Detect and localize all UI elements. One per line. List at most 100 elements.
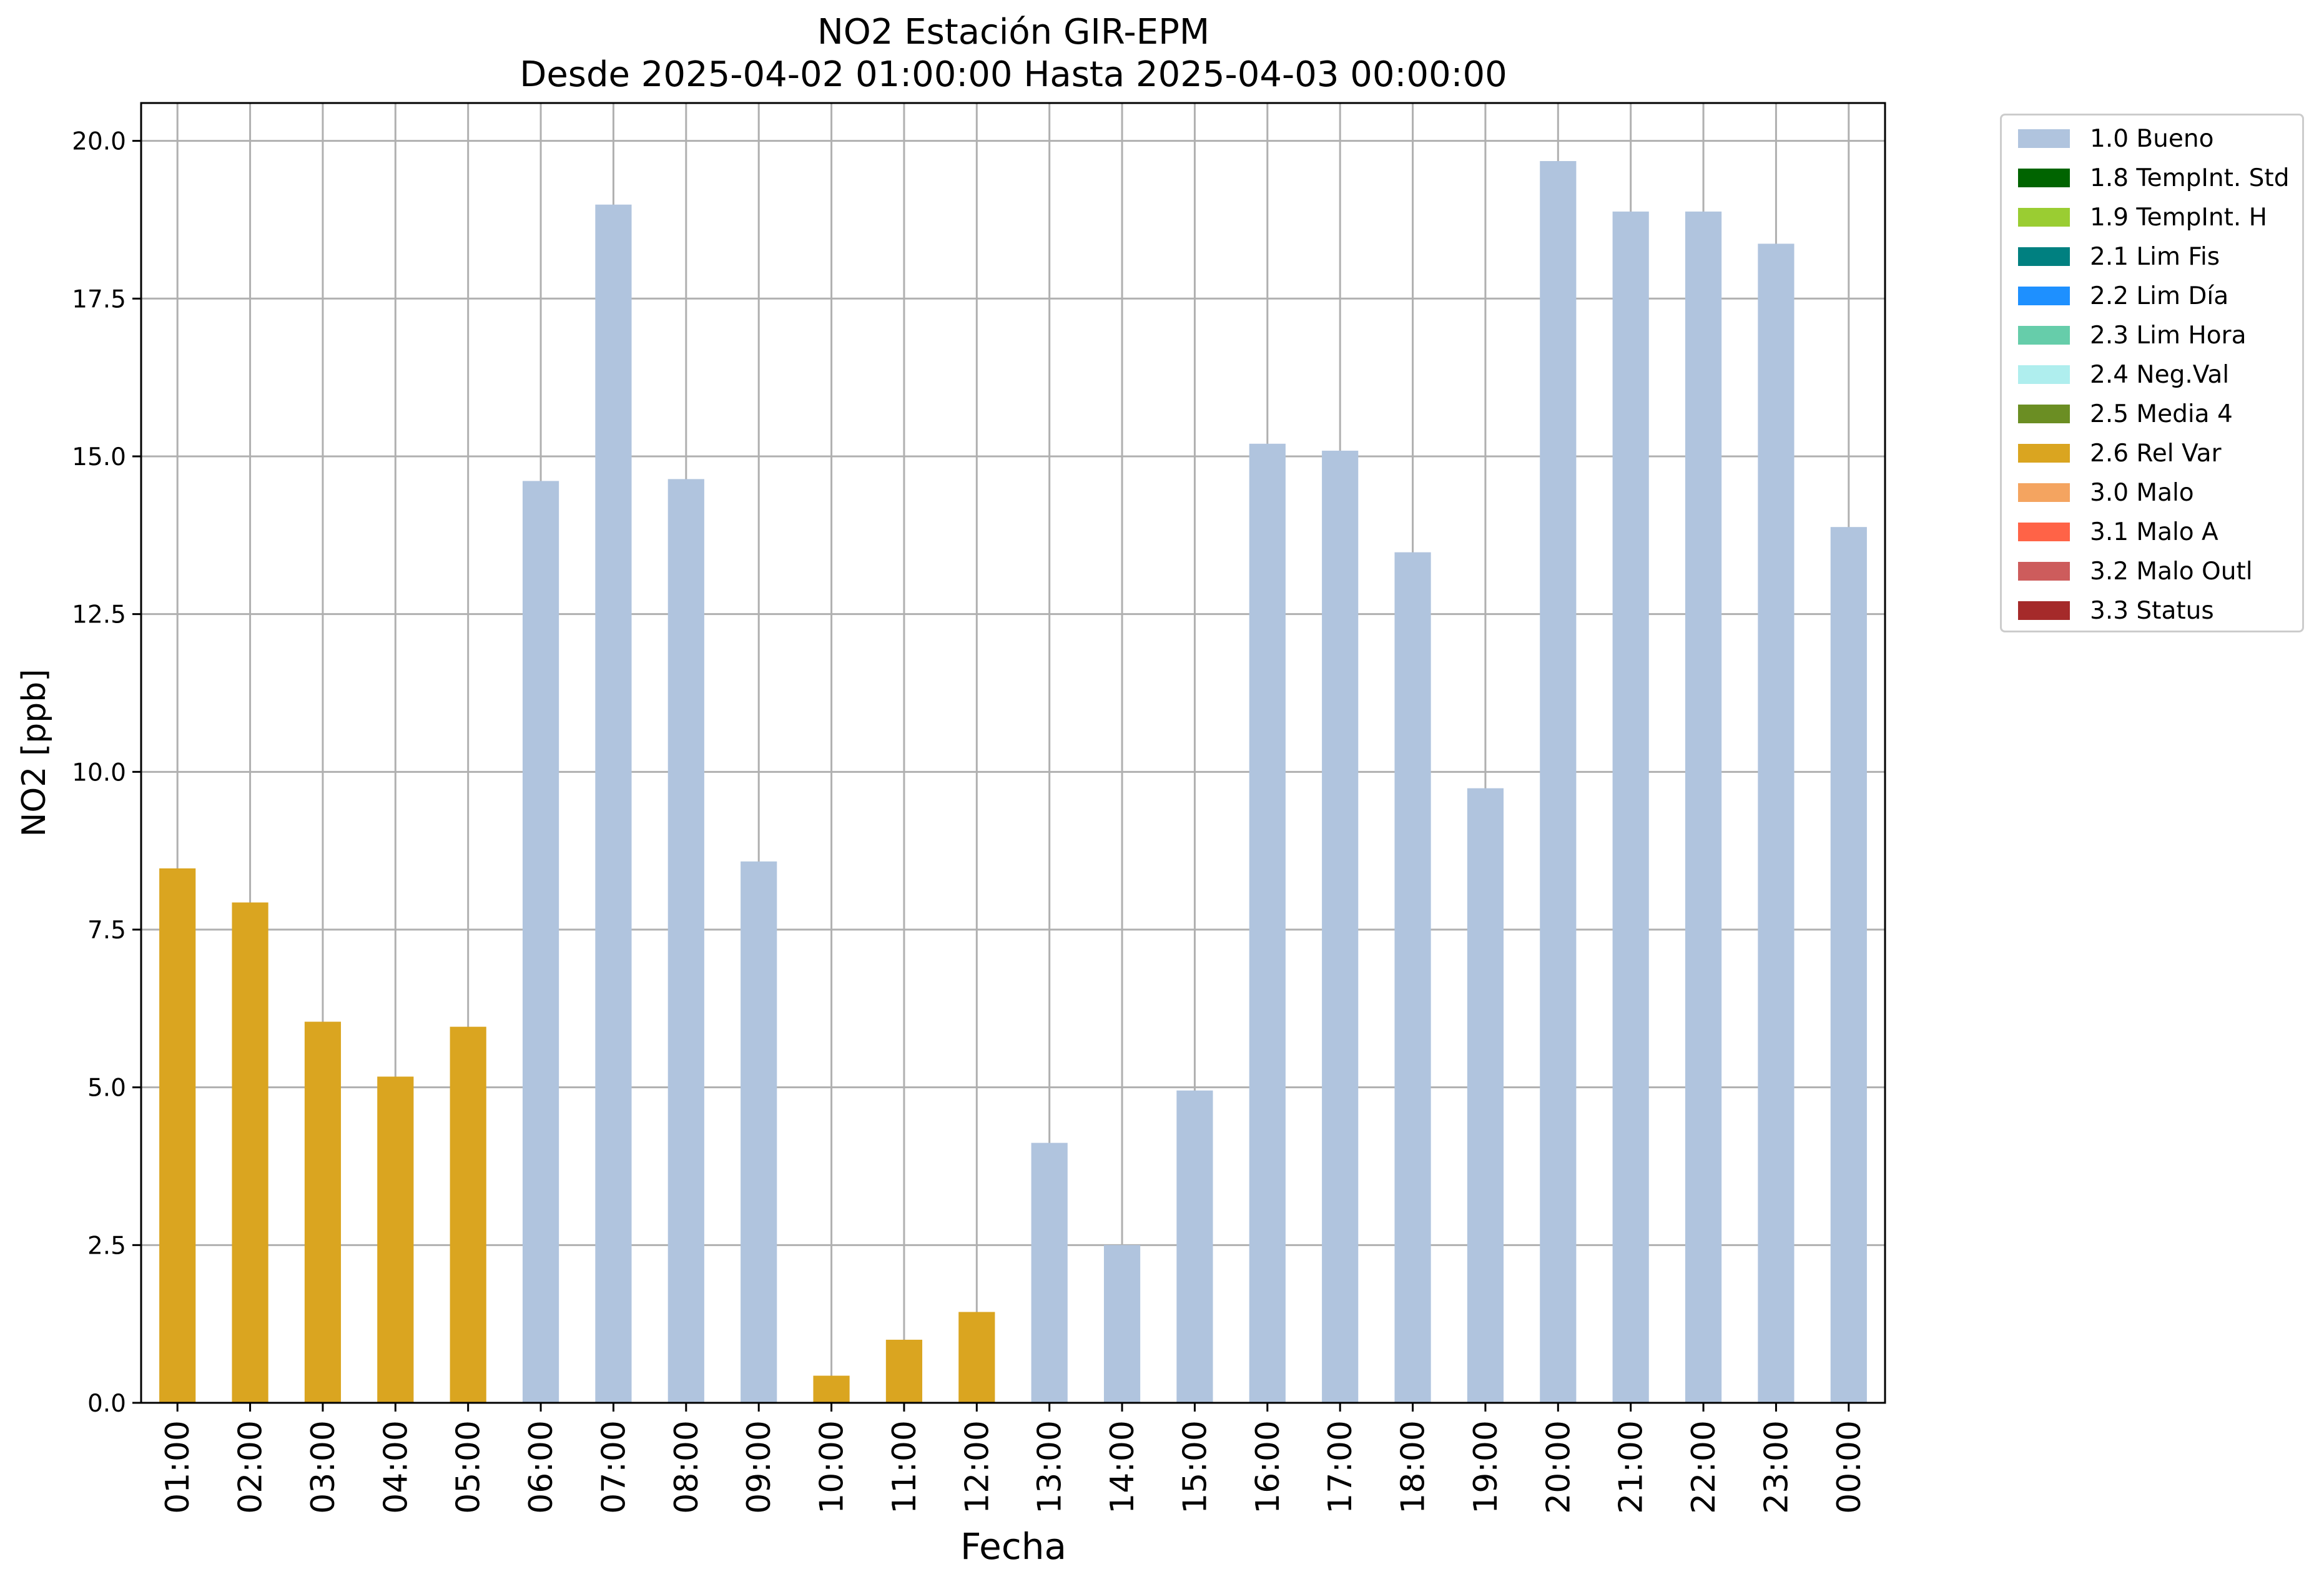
bar-1300 (1031, 1142, 1068, 1403)
x-tick-label: 20:00 (1540, 1420, 1577, 1514)
bar-0900 (741, 861, 777, 1403)
legend-item: 1.0 Bueno (2011, 123, 2213, 154)
y-tick-label: 10.0 (72, 759, 126, 787)
x-tick-label: 02:00 (232, 1420, 270, 1514)
bar-2200 (1685, 211, 1722, 1403)
x-tick-label: 17:00 (1322, 1420, 1359, 1514)
legend-label: 2.6 Rel Var (2090, 439, 2222, 468)
x-tick-label: 11:00 (886, 1420, 923, 1514)
legend-swatch (2018, 523, 2070, 541)
legend-label: 2.1 Lim Fis (2090, 242, 2220, 271)
x-tick-label: 05:00 (450, 1420, 488, 1514)
legend-swatch (2018, 247, 2070, 266)
y-tick-label: 5.0 (87, 1074, 126, 1103)
bars (159, 160, 1867, 1403)
bar-0200 (232, 902, 268, 1403)
bar-1700 (1322, 450, 1359, 1403)
legend-item: 3.0 Malo (2011, 477, 2194, 508)
legend-swatch (2018, 129, 2070, 148)
legend-label: 2.2 Lim Día (2090, 282, 2229, 310)
legend-swatch (2018, 169, 2070, 187)
y-tick-label: 2.5 (87, 1232, 126, 1260)
x-tick-label: 19:00 (1467, 1420, 1505, 1514)
bar-1100 (885, 1339, 923, 1403)
x-tick-label: 08:00 (668, 1420, 706, 1514)
legend-item: 3.1 Malo A (2011, 516, 2218, 548)
y-tick-label: 0.0 (87, 1390, 126, 1418)
x-tick-label: 01:00 (159, 1420, 197, 1514)
x-tick-label: 07:00 (595, 1420, 633, 1514)
legend-swatch (2018, 208, 2070, 227)
y-tick-label: 20.0 (72, 128, 126, 156)
legend-swatch (2018, 405, 2070, 423)
legend-item: 1.9 TempInt. H (2011, 202, 2267, 233)
x-tick-label: 03:00 (305, 1420, 342, 1514)
x-tick-label: 10:00 (814, 1420, 851, 1514)
y-tick-label: 15.0 (72, 443, 126, 471)
bar-0500 (450, 1026, 486, 1403)
x-axis: 01:00 02:00 03:00 04:00 05:00 06:00 07:00 08:00… (159, 1403, 1868, 1514)
x-tick-label: 04:00 (377, 1420, 415, 1514)
chart-title: NO2 Estación GIR-EPM (817, 12, 1209, 52)
legend-label: 1.9 TempInt. H (2090, 203, 2267, 232)
legend-swatch (2018, 365, 2070, 384)
legend-label: 3.0 Malo (2090, 478, 2194, 507)
bar-2000 (1540, 160, 1577, 1403)
legend-swatch (2018, 444, 2070, 463)
bar-0600 (522, 481, 559, 1403)
x-axis-label: Fecha (960, 1525, 1066, 1568)
bar-0700 (595, 204, 632, 1403)
bar-0100 (159, 868, 196, 1403)
bar-1900 (1467, 788, 1504, 1403)
bar-1200 (958, 1312, 995, 1403)
y-axis-label: NO2 [ppb] (16, 669, 53, 837)
legend-item: 2.5 Media 4 (2011, 398, 2233, 430)
x-tick-label: 00:00 (1831, 1420, 1868, 1514)
bar-0000 (1830, 527, 1867, 1403)
legend-label: 1.8 TempInt. Std (2090, 164, 2290, 192)
legend-label: 2.3 Lim Hora (2090, 321, 2247, 350)
legend-label: 3.3 Status (2090, 596, 2214, 625)
x-tick-label: 13:00 (1032, 1420, 1069, 1514)
legend-label: 2.4 Neg.Val (2090, 360, 2230, 389)
x-tick-label: 16:00 (1249, 1420, 1287, 1514)
y-axis: 0.0 2.5 5.0 7.5 10.0 12.5 15.0 17.5 20.0 (72, 128, 141, 1418)
x-tick-label: 21:00 (1613, 1420, 1650, 1514)
bar-1500 (1176, 1090, 1213, 1403)
plot-frame (140, 102, 1886, 1404)
legend-item: 2.3 Lim Hora (2011, 320, 2247, 351)
legend-item: 2.4 Neg.Val (2011, 359, 2229, 390)
bar-0300 (304, 1021, 342, 1403)
x-tick-label: 06:00 (523, 1420, 560, 1514)
x-tick-label: 18:00 (1395, 1420, 1432, 1514)
legend-swatch (2018, 326, 2070, 345)
bar-2300 (1758, 243, 1795, 1403)
y-tick-label: 7.5 (87, 916, 126, 945)
y-tick-label: 17.5 (72, 285, 126, 313)
bar-1000 (813, 1375, 850, 1403)
bar-1600 (1249, 443, 1286, 1403)
y-tick-label: 12.5 (72, 601, 126, 629)
legend-item: 2.2 Lim Día (2011, 280, 2228, 312)
legend: 1.0 Bueno 1.8 TempInt. Std 1.9 TempInt. H 2… (2000, 114, 2304, 632)
legend-item: 1.8 TempInt. Std (2011, 162, 2289, 194)
x-tick-label: 15:00 (1176, 1420, 1214, 1514)
bar-2100 (1612, 211, 1649, 1403)
legend-swatch (2018, 562, 2070, 581)
legend-label: 3.1 Malo A (2090, 518, 2218, 546)
bar-1400 (1103, 1245, 1141, 1403)
x-tick-label: 12:00 (958, 1420, 996, 1514)
x-tick-label: 22:00 (1685, 1420, 1723, 1514)
legend-item: 3.3 Status (2011, 595, 2214, 626)
legend-item: 3.2 Malo Outl (2011, 556, 2253, 587)
legend-label: 2.5 Media 4 (2090, 400, 2233, 428)
bar-0800 (667, 479, 704, 1403)
bar-1800 (1394, 552, 1431, 1403)
legend-label: 1.0 Bueno (2090, 124, 2214, 153)
legend-item: 2.6 Rel Var (2011, 438, 2222, 469)
x-tick-label: 14:00 (1104, 1420, 1141, 1514)
legend-swatch (2018, 601, 2070, 620)
legend-item: 2.1 Lim Fis (2011, 241, 2220, 272)
legend-label: 3.2 Malo Outl (2090, 557, 2253, 586)
